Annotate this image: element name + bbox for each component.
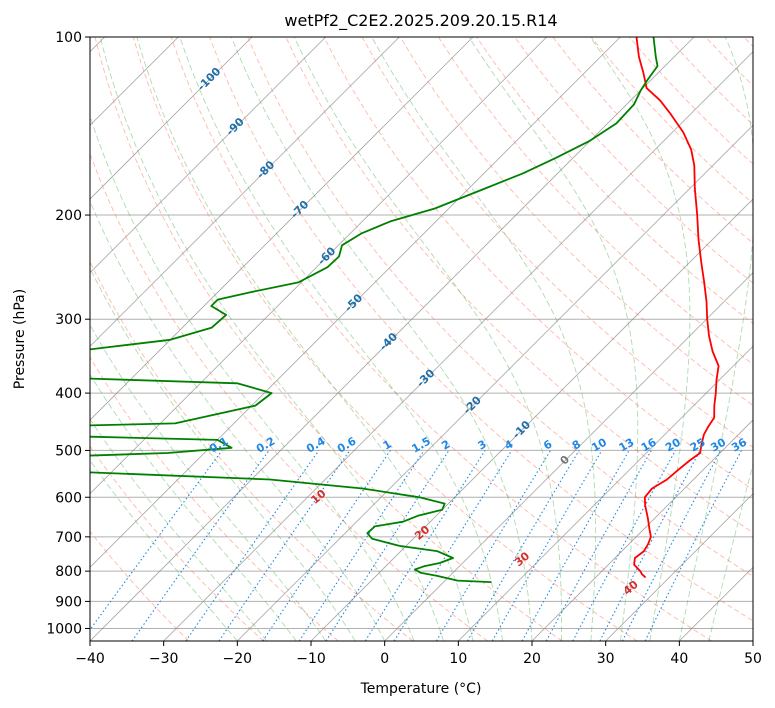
y-tick-label: 200	[55, 208, 82, 224]
isotherm-line	[531, 419, 753, 641]
mixing-ratio-line	[185, 450, 320, 641]
x-tick-label: −20	[223, 651, 253, 667]
dry-adiabat-line	[132, 37, 638, 641]
moist-adiabat-line	[468, 37, 639, 641]
dry-adiabat-line	[438, 37, 753, 365]
y-axis-title: Pressure (hPa)	[12, 289, 28, 389]
isotherm-line	[90, 37, 547, 495]
dry-adiabat-line	[94, 37, 563, 641]
moist-adiabat-line	[90, 114, 415, 641]
dry-adiabat-line	[247, 37, 753, 577]
mixing-ratio-line	[521, 450, 630, 641]
x-tick-label: 0	[380, 651, 389, 667]
dry-adiabat-line	[170, 37, 712, 641]
y-tick-label: 500	[55, 443, 82, 459]
dry-adiabat-line	[90, 445, 264, 641]
moist-adiabat-line	[90, 418, 268, 641]
x-tick-label: −40	[75, 651, 105, 667]
isotherm-line	[90, 37, 326, 274]
chart-title: wetPf2_C2E2.2025.209.20.15.R14	[284, 11, 557, 31]
x-tick-label: 20	[523, 651, 541, 667]
moist-adiabat-line	[371, 37, 597, 641]
y-tick-label: 700	[55, 530, 82, 546]
isotherm-line	[90, 37, 400, 347]
dewpoint-profile-line	[90, 37, 659, 583]
isotherm-line	[384, 272, 753, 641]
isotherm-line	[163, 51, 753, 641]
mixing-ratio-line	[325, 450, 450, 641]
dry-adiabat-line	[323, 37, 753, 491]
moist-adiabat-line	[179, 37, 503, 641]
dry-adiabat-line	[90, 356, 339, 641]
mixing-ratio-line	[218, 450, 351, 641]
y-tick-label: 600	[55, 490, 82, 506]
mixing-ratio-line	[621, 450, 722, 641]
mixing-ratio-line	[131, 450, 270, 641]
moist-adiabat-line	[90, 267, 356, 641]
y-tick-label: 400	[55, 386, 82, 402]
y-tick-label: 800	[55, 564, 82, 580]
dry-adiabat-line	[514, 37, 753, 284]
moist-adiabat-line	[678, 37, 753, 641]
dry-adiabat-line	[90, 260, 414, 641]
mixing-ratio-line	[572, 450, 676, 641]
mixing-ratio-line	[644, 450, 742, 641]
y-tick-label: 900	[55, 594, 82, 610]
x-tick-label: −10	[296, 651, 326, 667]
isotherm-line	[458, 345, 753, 641]
plot-frame	[89, 36, 754, 642]
dry-adiabat-line	[399, 37, 753, 406]
axes: −40 −30 −20 −10 0 10 20 30 40 50 100 200 300 400 500 60…	[46, 30, 762, 667]
profile-lines	[90, 37, 720, 583]
moist-adiabat-line	[230, 37, 533, 641]
y-tick-label: 1000	[46, 621, 82, 637]
moist-adiabat-line	[99, 37, 445, 641]
moist-adiabat-line	[90, 200, 386, 641]
mixing-ratio-line	[545, 450, 652, 641]
isotherm-line	[90, 37, 253, 200]
x-tick-label: 40	[670, 651, 688, 667]
x-tick-label: 10	[449, 651, 467, 667]
y-tick-label: 100	[55, 30, 82, 46]
moist-adiabat-line	[589, 37, 691, 641]
x-tick-label: 30	[597, 651, 615, 667]
x-tick-label: 50	[744, 651, 762, 667]
temperature-profile-line	[633, 37, 720, 579]
moist-adiabat-line	[90, 323, 327, 641]
dry-adiabat-line	[209, 37, 753, 622]
isotherm-line	[90, 37, 621, 568]
dry-adiabat-line	[90, 530, 190, 641]
dry-adiabat-line	[90, 152, 488, 641]
isotherm-line	[237, 124, 753, 641]
isotherm-line	[605, 493, 753, 641]
mixing-ratio-line	[393, 450, 513, 641]
x-tick-label: −30	[149, 651, 179, 667]
y-tick-label: 300	[55, 312, 82, 328]
mixing-ratio-line	[90, 450, 223, 631]
mixing-ratio-line	[262, 450, 391, 641]
x-axis-title: Temperature (°C)	[360, 681, 482, 697]
moist-adiabat-line	[90, 459, 238, 641]
mixing-ratio-line	[298, 450, 425, 641]
moist-adiabat-line	[90, 373, 297, 641]
moist-adiabat-line	[136, 37, 474, 641]
moist-adiabat-line	[293, 37, 563, 641]
